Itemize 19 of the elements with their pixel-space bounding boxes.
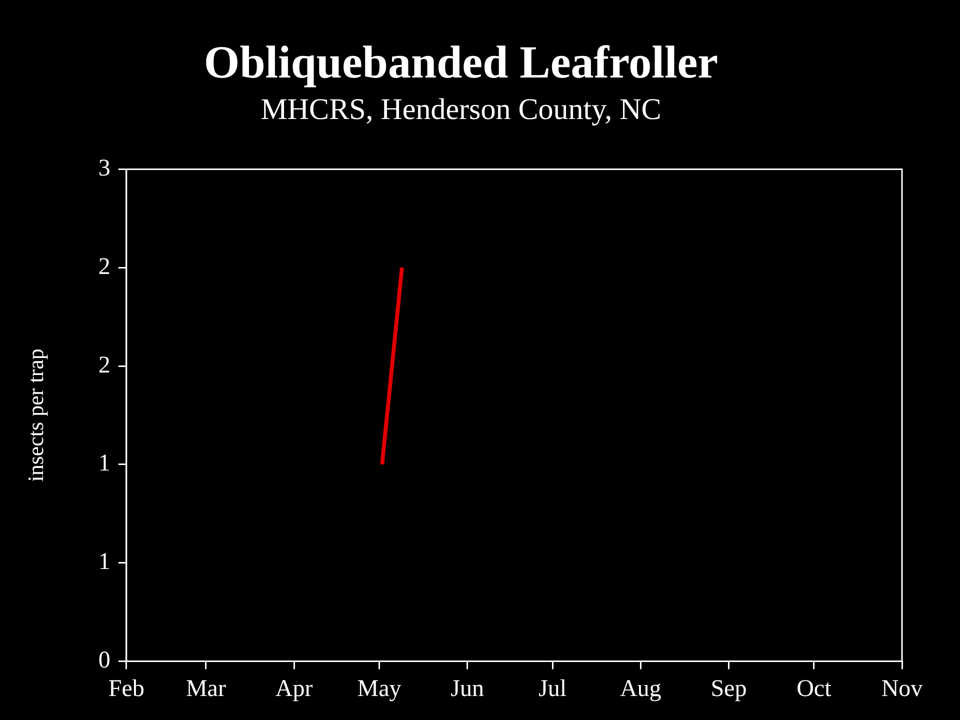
x-tick-label: Apr: [275, 676, 313, 702]
x-tick-label: Mar: [186, 676, 226, 702]
x-tick-label: Sep: [710, 676, 747, 702]
y-tick-label: 1: [98, 549, 110, 576]
x-tick-label: Feb: [108, 676, 144, 702]
chart-title: Obliquebanded Leafroller: [204, 36, 718, 88]
x-tick-label: Jul: [538, 676, 567, 702]
y-tick-label: 2: [98, 254, 110, 280]
y-axis-title: insects per trap: [22, 348, 48, 482]
y-tick-label: 1: [98, 450, 110, 477]
x-tick-label: Nov: [881, 676, 923, 702]
chart-subtitle: MHCRS, Henderson County, NC: [260, 93, 662, 126]
y-tick-label: 0: [98, 647, 110, 674]
x-tick-label: Oct: [796, 676, 832, 702]
y-tick-label: 3: [98, 155, 110, 182]
x-tick-label: Jun: [450, 676, 484, 702]
x-tick-label: Aug: [620, 676, 662, 702]
x-tick-label: May: [357, 676, 402, 702]
y-tick-label: 2: [98, 352, 110, 378]
